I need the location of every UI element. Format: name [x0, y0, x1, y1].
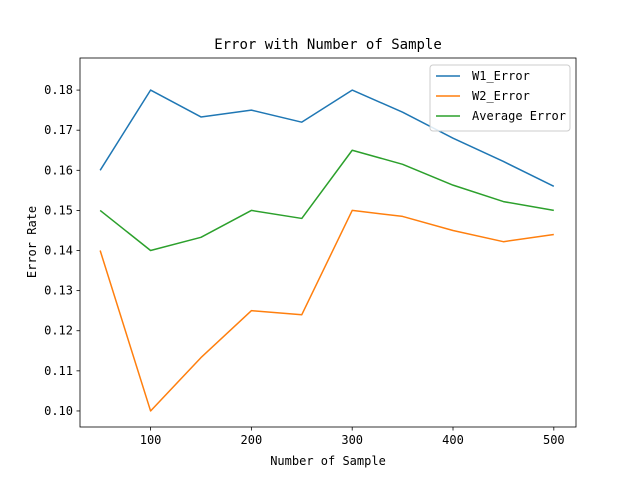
- x-axis-label: Number of Sample: [270, 454, 386, 468]
- y-tick-label: 0.18: [44, 83, 73, 97]
- series-line-2: [99, 209, 554, 412]
- x-tick-label: 300: [341, 433, 363, 447]
- series-line-3: [99, 149, 554, 252]
- y-tick-label: 0.14: [44, 244, 73, 258]
- plot-area: 100 200 300 400 500 0.10 0.11 0.12 0.13 0.14 0.15 0…: [44, 57, 577, 447]
- x-tick-label: 400: [442, 433, 464, 447]
- chart-title: Error with Number of Sample: [214, 37, 442, 53]
- legend-label-2: W2_Error: [472, 89, 530, 103]
- y-tick-label: 0.17: [44, 123, 73, 137]
- series-line-1: [99, 89, 555, 188]
- legend-box: [429, 64, 571, 132]
- y-tick-label: 0.16: [44, 163, 73, 177]
- y-tick-label: 0.13: [44, 284, 73, 298]
- x-tick-label: 500: [543, 433, 565, 447]
- x-tick-label: 100: [140, 433, 162, 447]
- y-tick-label: 0.10: [44, 404, 73, 418]
- y-tick-label: 0.12: [44, 324, 73, 338]
- y-axis-label: Error Rate: [25, 206, 39, 278]
- legend-label-1: W1_Error: [472, 69, 530, 83]
- legend-label-3: Average Error: [472, 109, 566, 123]
- y-tick-label: 0.15: [44, 203, 73, 217]
- plot-frame: [79, 57, 577, 428]
- x-tick-label: 200: [241, 433, 263, 447]
- y-tick-label: 0.11: [44, 364, 73, 378]
- legend: W1_Error W2_Error Average Error: [429, 64, 571, 132]
